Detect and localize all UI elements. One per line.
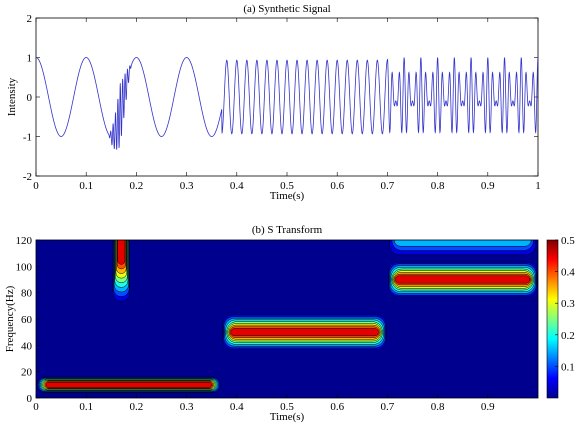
chart-a-plot-area (35, 17, 539, 177)
chart-b-x-tick-label: 0.3 (180, 401, 194, 413)
chart-a-x-tick-label: 0.9 (481, 180, 495, 192)
colorbar-tick-label: 0.4 (561, 267, 575, 279)
chart-b-y-tick-label: 40 (21, 340, 33, 352)
chart-a-ylabel: Intensity (6, 77, 18, 116)
colorbar-tick-label: 0.5 (561, 235, 575, 247)
chart-b-y-tick-label: 80 (21, 288, 33, 300)
chart-a-xlabel: Time(s) (270, 190, 305, 202)
s-transform-chart: (b) S Transform 0 0.1 0.2 0.3 0.4 0.5 0.6 0.7 0.… (4, 224, 575, 423)
chart-b-ylabel: Frequency(Hz) (4, 285, 16, 352)
heatmap-contour-1-8 (230, 328, 379, 337)
chart-a-x-tick-label: 1 (535, 180, 541, 192)
chart-b-title: (b) S Transform (252, 224, 323, 236)
chart-a-x-tick-label: 0.2 (130, 180, 144, 192)
chart-b-y-tick-label: 100 (16, 261, 33, 273)
chart-b-xlabel: Time(s) (270, 411, 305, 423)
heatmap-contour-0-8 (45, 381, 212, 388)
signal-line (36, 57, 538, 150)
chart-b-x-tick-label: 0.5 (280, 401, 294, 413)
colorbar-tick-label: 0.1 (561, 361, 575, 373)
chart-b-x-tick-label: 0.4 (230, 401, 244, 413)
chart-b-y-tick-label: 60 (21, 314, 33, 326)
chart-b-x-tick-label: 0 (33, 401, 39, 413)
synthetic-signal-chart: (a) Synthetic Signal 0 0.1 0.2 0.3 0.4 0.5 0.6… (6, 3, 541, 202)
chart-a-x-tick-label: 0.4 (230, 180, 244, 192)
chart-a-x-tick-label: 0.8 (431, 180, 445, 192)
chart-a-x-tick-label: 0.7 (381, 180, 395, 192)
heatmap-contour-4-8 (117, 240, 126, 265)
chart-a-x-tick-label: 0.6 (330, 180, 344, 192)
chart-a-x-tick-label: 0 (33, 180, 39, 192)
chart-b-y-tick-label: 20 (21, 367, 33, 379)
chart-b-y-tick-label: 0 (27, 393, 33, 405)
colorbar-tick-label: 0.3 (561, 298, 575, 310)
chart-b-x-tick-label: 0.7 (381, 401, 395, 413)
chart-a-y-tick-label: -2 (23, 171, 32, 183)
chart-a-y-tick-label: 0 (27, 92, 33, 104)
chart-a-y-tick-label: 1 (27, 53, 33, 65)
chart-b-x-tick-label: 0.1 (79, 401, 93, 413)
chart-b-x-tick-label: 0.9 (481, 401, 495, 413)
chart-a-y-tick-label: -1 (23, 132, 32, 144)
chart-a-x-tick-label: 0.1 (79, 180, 93, 192)
chart-b-x-tick-label: 0.8 (431, 401, 445, 413)
colorbar (546, 239, 559, 399)
heatmap-contour-2-8 (395, 275, 531, 284)
chart-b-y-tick-label: 120 (16, 235, 33, 247)
chart-b-x-tick-label: 0.6 (330, 401, 344, 413)
colorbar-tick-label: 0.2 (561, 330, 575, 342)
chart-a-x-tick-label: 0.3 (180, 180, 194, 192)
chart-a-x-tick-label: 0.5 (280, 180, 294, 192)
chart-a-title: (a) Synthetic Signal (243, 3, 330, 15)
chart-b-x-tick-label: 0.2 (130, 401, 144, 413)
chart-a-y-tick-label: 2 (27, 13, 33, 25)
